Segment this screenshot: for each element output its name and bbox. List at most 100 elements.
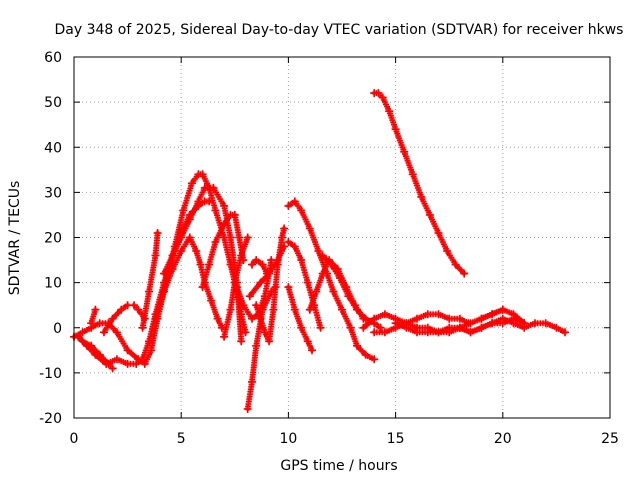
data-point xyxy=(284,201,293,210)
data-point xyxy=(335,274,344,283)
y-tick-label: 0 xyxy=(53,321,62,337)
data-point xyxy=(248,314,256,323)
data-point xyxy=(117,305,126,314)
data-point xyxy=(220,332,229,341)
data-point xyxy=(316,323,325,332)
x-tick-label: 10 xyxy=(279,431,297,447)
data-point xyxy=(245,292,254,301)
data-point xyxy=(318,269,327,278)
y-tick-label: 60 xyxy=(44,50,62,66)
data-point xyxy=(185,210,194,219)
data-point xyxy=(207,296,216,305)
series-sat-k xyxy=(220,233,252,341)
data-point xyxy=(213,314,222,323)
series-sat-h xyxy=(151,233,226,332)
x-tick-label: 20 xyxy=(494,431,512,447)
data-point xyxy=(145,337,153,346)
data-point xyxy=(290,305,299,314)
data-point xyxy=(434,310,443,319)
data-point xyxy=(413,314,421,323)
series-sat-x xyxy=(370,310,473,337)
data-point xyxy=(280,242,289,251)
data-point xyxy=(187,179,196,188)
data-point xyxy=(509,310,518,319)
data-point xyxy=(425,210,434,219)
data-point xyxy=(346,323,355,332)
y-tick-label: 30 xyxy=(44,185,62,201)
data-point xyxy=(123,359,132,368)
data-point xyxy=(153,229,162,237)
data-point xyxy=(455,314,464,323)
data-point xyxy=(87,319,96,328)
data-point xyxy=(265,337,274,346)
data-point xyxy=(209,183,218,192)
data-point xyxy=(205,197,214,206)
data-point xyxy=(359,323,368,332)
data-point xyxy=(108,364,117,373)
data-point xyxy=(260,292,269,301)
data-point xyxy=(256,278,265,287)
series-sat-z xyxy=(455,314,569,337)
data-point xyxy=(303,337,312,346)
data-point xyxy=(179,206,188,215)
data-point xyxy=(455,323,464,332)
data-point xyxy=(400,147,409,156)
data-point xyxy=(123,346,132,355)
data-point xyxy=(232,283,241,292)
data-point xyxy=(185,233,194,242)
data-point xyxy=(112,355,121,364)
data-point xyxy=(308,346,316,355)
data-point xyxy=(370,355,379,364)
data-point xyxy=(91,305,100,314)
x-tick-label: 5 xyxy=(177,431,186,447)
data-point xyxy=(297,256,306,265)
data-point xyxy=(303,278,312,287)
data-point xyxy=(108,314,117,323)
data-point xyxy=(312,287,321,296)
series-sat-c xyxy=(78,337,117,373)
data-point xyxy=(413,328,421,337)
data-point xyxy=(380,310,389,319)
y-tick-label: 50 xyxy=(44,95,62,111)
data-point xyxy=(100,328,108,337)
data-point xyxy=(252,301,261,310)
data-point xyxy=(211,206,220,215)
data-point xyxy=(434,229,443,237)
data-point xyxy=(168,251,177,260)
data-point xyxy=(305,305,314,314)
data-point xyxy=(252,256,261,265)
data-point xyxy=(226,305,235,314)
data-point xyxy=(353,341,361,350)
data-point xyxy=(269,305,278,314)
data-point xyxy=(434,328,443,337)
data-point xyxy=(278,233,286,242)
data-point xyxy=(353,305,361,314)
data-point xyxy=(361,314,370,323)
data-point xyxy=(488,319,497,328)
data-point xyxy=(408,170,417,179)
data-point xyxy=(541,319,550,328)
series-sat-q xyxy=(284,197,379,364)
data-point xyxy=(464,319,473,328)
series-sat-v xyxy=(370,89,469,278)
series-sat-p xyxy=(245,242,289,301)
data-point xyxy=(297,323,306,332)
data-point xyxy=(284,238,293,246)
data-point xyxy=(338,305,346,314)
data-point xyxy=(498,305,507,314)
data-point xyxy=(273,256,282,265)
data-point xyxy=(329,287,338,296)
data-point xyxy=(196,260,205,269)
data-point xyxy=(327,260,336,269)
data-point xyxy=(380,328,389,337)
data-point xyxy=(260,328,269,337)
data-point xyxy=(248,260,256,269)
data-point xyxy=(192,247,201,255)
y-tick-label: -20 xyxy=(39,411,62,427)
data-point xyxy=(314,247,323,255)
data-point xyxy=(417,192,426,201)
data-point xyxy=(258,260,267,269)
data-point xyxy=(243,405,252,413)
